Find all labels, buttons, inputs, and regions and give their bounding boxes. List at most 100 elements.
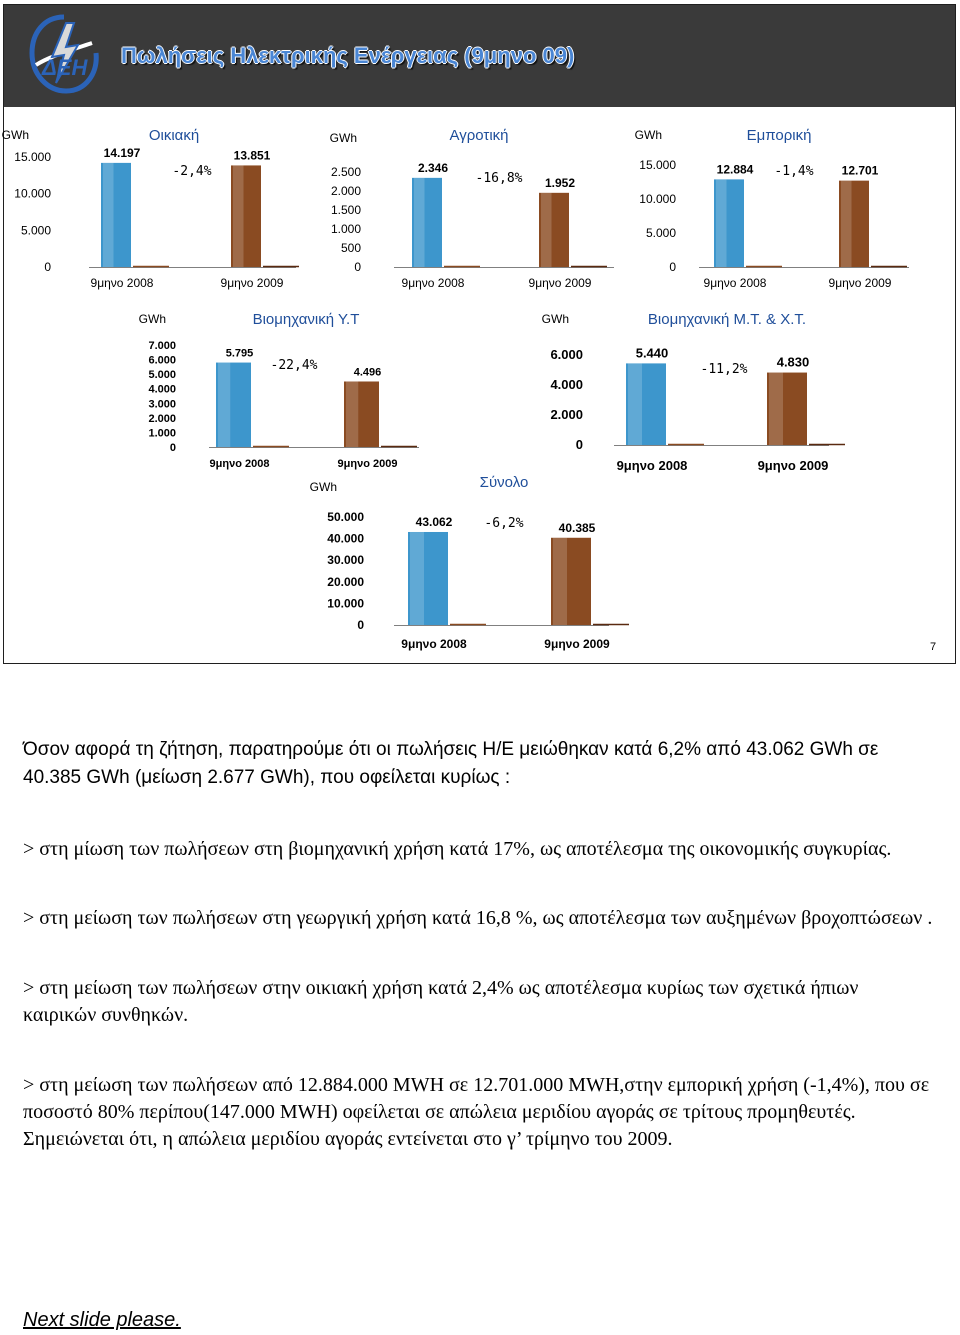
chart-synolo: Σύνολο GWh 0 10.000 20.000 30.000 40.000 50.000… [304, 474, 629, 662]
data-label: 2.346 [418, 161, 448, 175]
bar-2009 [539, 192, 569, 267]
y-tick-label: 10.000 [14, 187, 51, 201]
y-tick-label: 2.000 [550, 407, 583, 422]
y-tick-label: 0 [357, 618, 364, 632]
y-tick-label: 40.000 [327, 532, 364, 546]
category-label: 9μηνο 2008 [401, 637, 467, 651]
category-label: 9μηνο 2008 [210, 458, 270, 470]
y-tick-label: 0 [170, 442, 176, 454]
bar-2009 [551, 537, 591, 625]
change-label: -11,2% [701, 362, 748, 377]
chart-title: Αγροτική [450, 127, 509, 144]
bar-shading [716, 179, 727, 267]
y-tick-label: 1.000 [331, 222, 361, 236]
chart-title: Εμπορική [747, 127, 812, 144]
category-label: 9μηνο 2009 [544, 637, 610, 651]
bar-2009 [839, 180, 869, 267]
y-tick-label: 1.000 [148, 427, 176, 439]
unit-label: GWh [310, 480, 337, 494]
chart-title: Σύνολο [480, 474, 529, 491]
slide-title: Πωλήσεις Ηλεκτρικής Ενέργειας (9μηνο 09) [121, 43, 575, 68]
chart-svg: Αγροτική GWh 0 500 1.000 1.500 2.000 2.500 2.346… [330, 127, 614, 290]
bar-shading [218, 362, 231, 447]
y-tick-label: 6.000 [550, 347, 583, 362]
y-tick-label: 0 [354, 260, 361, 274]
bar-2008 [408, 531, 448, 625]
bar-shading [769, 372, 783, 445]
chart-title: Βιομηχανική Υ.Τ [253, 311, 360, 328]
bar-shading [628, 363, 642, 445]
note-bullet-residential: > στη μείωση των πωλήσεων στην οικιακή χ… [23, 977, 859, 1026]
page-number: 7 [930, 641, 937, 653]
unit-label: GWh [139, 312, 166, 326]
chart-title: Βιομηχανική Μ.Τ. & Χ.Τ. [648, 311, 806, 328]
y-tick-label: 20.000 [327, 575, 364, 589]
slide-frame: ΔΕΗ Πωλήσεις Ηλεκτρικής Ενέργειας (9μηνο… [2, 4, 956, 664]
y-tick-label: 6.000 [148, 355, 176, 367]
data-label: 12.884 [717, 162, 754, 176]
y-tick-label: 4.000 [148, 384, 176, 396]
bar-2009 [767, 372, 807, 445]
data-label: 40.385 [559, 521, 596, 535]
category-label: 9μηνο 2008 [402, 276, 465, 290]
bar-2008 [714, 179, 744, 267]
y-tick-label: 7.000 [148, 340, 176, 352]
bar-2008 [216, 362, 251, 447]
bar-shading [541, 192, 552, 267]
y-tick-label: 4.000 [550, 377, 583, 392]
change-label: -6,2% [484, 516, 523, 531]
bar-shading [414, 177, 425, 267]
note-bullet-agricultural: > στη μείωση των πωλήσεων στη γεωργική χ… [23, 907, 933, 929]
data-label: 5.795 [226, 348, 254, 360]
y-tick-label: 3.000 [148, 398, 176, 410]
chart-title: Οικιακή [149, 127, 199, 144]
y-tick-label: 15.000 [639, 158, 676, 172]
next-slide-link[interactable]: Next slide please. [23, 1309, 181, 1331]
category-label: 9μηνο 2009 [221, 276, 284, 290]
bar-2008 [626, 363, 666, 445]
data-label: 14.197 [104, 146, 141, 160]
category-label: 9μηνο 2009 [829, 276, 892, 290]
bar-2009 [344, 381, 379, 447]
data-label: 5.440 [636, 345, 669, 360]
bar-shading [346, 381, 359, 447]
chart-svg: Σύνολο GWh 0 10.000 20.000 30.000 40.000 50.000… [310, 474, 629, 651]
bar-2008 [101, 162, 131, 267]
data-label: 13.851 [234, 148, 271, 162]
y-tick-label: 50.000 [327, 510, 364, 524]
notes-section: Όσον αφορά τη ζήτηση, παρατηρούμε ότι οι… [23, 736, 935, 1153]
data-label: 1.952 [545, 176, 575, 190]
y-tick-label: 5.000 [148, 369, 176, 381]
bar-shading [553, 537, 567, 625]
unit-label: GWh [635, 128, 662, 142]
slide-header: ΔΕΗ Πωλήσεις Ηλεκτρικής Ενέργειας (9μηνο… [4, 5, 955, 107]
y-tick-label: 30.000 [327, 553, 364, 567]
bar-shading [233, 165, 244, 267]
data-label: 43.062 [416, 515, 453, 529]
y-tick-label: 0 [669, 260, 676, 274]
y-tick-label: 2.000 [331, 184, 361, 198]
chart-svg: Οικιακή GWh 0 5.000 10.000 15.000 14.197 9μηνο … [2, 127, 299, 290]
category-label: 9μηνο 2009 [758, 458, 829, 473]
y-tick-label: 2.500 [331, 165, 361, 179]
bar-2009 [231, 165, 261, 267]
change-label: -16,8% [476, 171, 523, 186]
y-tick-label: 2.000 [148, 413, 176, 425]
dei-logo: ΔΕΗ [29, 14, 99, 94]
note-intro: Όσον αφορά τη ζήτηση, παρατηρούμε ότι οι… [23, 739, 879, 788]
chart-emporiki: Εμπορική GWh 0 5.000 10.000 15.000 12.884 9μηνο… [629, 117, 954, 307]
y-tick-label: 0 [44, 260, 51, 274]
bar-shading [841, 180, 852, 267]
svg-text:ΔΕΗ: ΔΕΗ [41, 55, 88, 80]
chart-viomixaniki-yt: Βιομηχανική Υ.Τ GWh 0 1.000 2.000 3.000 4.000 5… [134, 307, 444, 482]
y-tick-label: 1.500 [331, 203, 361, 217]
data-label: 4.496 [354, 366, 382, 378]
unit-label: GWh [542, 312, 569, 326]
change-label: -1,4% [774, 164, 813, 179]
chart-agrotiki: Αγροτική GWh 0 500 1.000 1.500 2.000 2.500 2.346… [314, 117, 624, 307]
chart-oikiaki: Οικιακή GWh 0 5.000 10.000 15.000 14.197 9μηνο … [2, 117, 309, 307]
note-bullet-commercial: > στη μείωση των πωλήσεων από 12.884.000… [23, 1074, 930, 1150]
bar-shading [103, 162, 114, 267]
chart-viomixaniki-mt-xt: Βιομηχανική Μ.Τ. & Χ.Τ. GWh 0 2.000 4.000 6.0… [539, 307, 845, 482]
y-tick-label: 10.000 [639, 192, 676, 206]
